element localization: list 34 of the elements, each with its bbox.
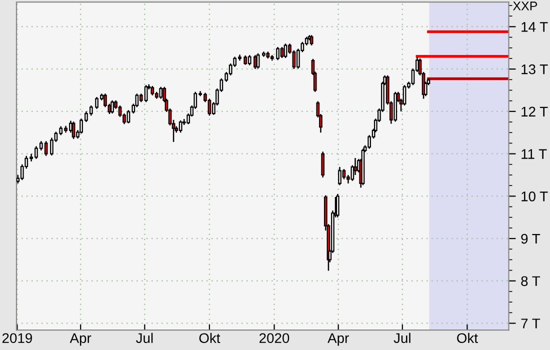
x-tick-label: Apr <box>70 333 92 346</box>
y-tick-label: 14 T <box>522 22 548 32</box>
candlestick <box>342 168 346 180</box>
x-tick-label: Jul <box>136 332 153 344</box>
x-tick-label: 2019 <box>2 333 32 344</box>
candlestick <box>284 43 288 59</box>
y-tick-label: 7 T <box>521 318 540 328</box>
chart-title: XXP <box>512 2 538 10</box>
x-tick-label: Jul <box>394 332 410 344</box>
y-tick-label: 9 T <box>521 234 540 244</box>
y-tick-label: 12 T <box>522 106 548 116</box>
x-tick-label: Okt <box>457 332 478 344</box>
candlestick <box>276 46 280 61</box>
candlestick <box>72 120 76 140</box>
candlestick <box>178 120 182 134</box>
candlestick <box>338 166 342 186</box>
candlestick <box>321 151 325 178</box>
candlestick <box>159 86 163 100</box>
candlestick <box>280 46 284 59</box>
candlestick <box>248 54 252 66</box>
candlestick <box>256 52 260 70</box>
y-tick-label: 11 T <box>522 149 547 159</box>
x-tick-label: 2020 <box>259 333 290 344</box>
candlestick <box>208 98 212 116</box>
y-tick-label: 10 T <box>522 191 548 202</box>
y-tick-label: 8 T <box>521 276 540 286</box>
candlestick <box>150 85 154 96</box>
candlestick <box>50 137 54 156</box>
candlestick <box>110 100 114 114</box>
candlestick <box>244 54 248 66</box>
x-tick-label: Okt <box>199 332 220 344</box>
candlestick <box>254 54 257 70</box>
x-tick-label: Apr <box>328 333 349 346</box>
y-tick-label: 13 T <box>522 64 548 74</box>
